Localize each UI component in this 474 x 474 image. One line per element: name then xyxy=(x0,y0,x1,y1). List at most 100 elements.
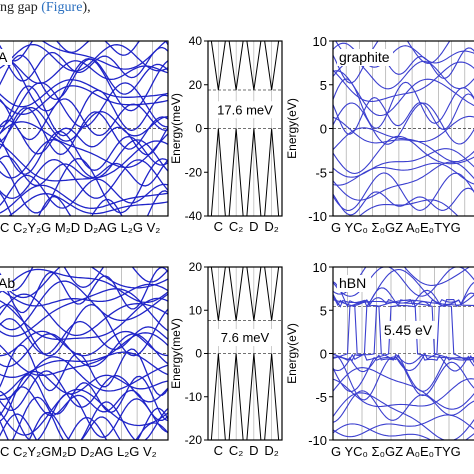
y-axis-label: Energy(eV) xyxy=(285,323,299,384)
band-line xyxy=(0,267,168,292)
valence-band xyxy=(264,353,280,441)
conduction-band xyxy=(246,266,262,321)
y-tick-label: 5 xyxy=(320,303,327,318)
x-tick-label: D₂ xyxy=(264,443,278,458)
y-axis-label: Energy(eV) xyxy=(285,98,299,159)
band-line xyxy=(333,268,474,308)
band-line xyxy=(333,292,474,308)
y-tick-label: 20 xyxy=(189,78,203,92)
plot-A-zoom xyxy=(204,40,283,217)
y-tick-label: 20 xyxy=(189,260,203,274)
band-line xyxy=(333,135,474,175)
plot-B-bands xyxy=(0,266,169,441)
panel-label-bg xyxy=(0,49,12,65)
gap-label-bg xyxy=(381,320,435,339)
conduction-band xyxy=(264,266,280,321)
band-line xyxy=(0,390,168,440)
y-tick-label: 0 xyxy=(320,347,327,362)
band-line xyxy=(333,423,474,440)
band-line xyxy=(11,396,168,440)
y-axis-label: Energy(meV) xyxy=(169,93,183,164)
band-line xyxy=(0,267,168,314)
bands-hBN xyxy=(333,267,474,440)
band-line xyxy=(0,184,168,214)
band-line xyxy=(0,43,168,72)
valence-band xyxy=(228,128,244,217)
band-line xyxy=(0,79,168,108)
conduction-band xyxy=(228,266,244,321)
band-line xyxy=(333,281,474,308)
band-line xyxy=(333,115,474,144)
y-tick-label: 10 xyxy=(189,303,203,317)
band-line xyxy=(0,386,168,421)
band-line xyxy=(333,353,474,401)
band-line xyxy=(333,172,474,212)
conduction-band xyxy=(228,40,244,91)
panel-label: hBN xyxy=(339,275,366,291)
y-tick-label: 0 xyxy=(320,122,327,137)
band-line xyxy=(0,303,168,357)
x-tick-label: D xyxy=(249,443,258,458)
y-tick-label: -5 xyxy=(315,390,327,405)
valence-band xyxy=(264,128,280,217)
band-line xyxy=(41,41,168,70)
gap-label: 7.6 meV xyxy=(221,330,270,345)
conduction-band xyxy=(264,40,280,91)
conduction-band xyxy=(210,266,226,321)
panel-label-bg xyxy=(337,275,371,292)
plot-hBN xyxy=(332,266,474,441)
x-tick-label: C xyxy=(214,443,223,458)
band-line xyxy=(333,305,474,361)
panel-frame xyxy=(0,266,169,441)
band-line xyxy=(333,127,474,163)
x-tick-labels: C C₂Y₂GM₂D D₂AG L₂G V₂ xyxy=(0,444,157,459)
y-tick-label: 10 xyxy=(313,34,327,49)
gap-label-bg xyxy=(212,101,278,119)
y-tick-label: 0 xyxy=(195,347,202,361)
panel-label-bg xyxy=(337,49,393,66)
band-line xyxy=(0,268,168,304)
band-line xyxy=(333,47,474,84)
y-axis-label: Energy(meV) xyxy=(169,318,183,389)
band-line xyxy=(0,267,168,299)
band-line xyxy=(0,98,168,141)
y-tick-label: 10 xyxy=(313,260,327,275)
band-line xyxy=(0,283,168,307)
band-line xyxy=(0,82,168,128)
caption-link[interactable]: (Figure xyxy=(41,0,83,15)
band-line xyxy=(0,370,168,411)
band-line xyxy=(0,119,168,156)
x-tick-label: C₂ xyxy=(229,443,243,458)
plot-B-zoom xyxy=(204,266,283,441)
valence-band xyxy=(228,353,244,441)
band-line xyxy=(0,46,168,82)
caption-text: ng gap xyxy=(0,0,38,15)
plot-A-bands xyxy=(0,40,169,217)
y-tick-label: -10 xyxy=(308,433,327,448)
band-line xyxy=(0,388,168,436)
x-tick-label: C xyxy=(214,219,223,234)
conduction-band xyxy=(246,40,262,91)
band-line xyxy=(0,121,168,169)
band-line xyxy=(333,353,474,373)
x-tick-label: C₂ xyxy=(229,219,243,234)
bands-graphite xyxy=(333,41,474,216)
y-tick-label: -20 xyxy=(185,165,203,179)
x-tick-label: D₂ xyxy=(264,219,278,234)
x-tick-labels: G YC₀ Σ₀GZ A₀E₀TYG xyxy=(331,220,461,235)
band-line xyxy=(0,297,168,340)
bands-A-bands xyxy=(0,41,168,216)
band-line xyxy=(0,356,168,400)
valence-band xyxy=(210,128,226,217)
x-tick-labels: G YC₀ Σ₀GZ A₀E₀TYG xyxy=(331,444,461,459)
valence-band xyxy=(246,128,262,217)
band-line xyxy=(333,93,474,135)
panel-label: Ab xyxy=(0,275,15,291)
band-line xyxy=(0,332,168,377)
conduction-band xyxy=(210,40,226,91)
band-line xyxy=(0,280,168,331)
panel-label-bg xyxy=(0,275,12,291)
band-line xyxy=(333,187,474,216)
caption-fragment: ng gap (Figure), xyxy=(0,0,474,22)
y-tick-label: 0 xyxy=(195,122,202,136)
